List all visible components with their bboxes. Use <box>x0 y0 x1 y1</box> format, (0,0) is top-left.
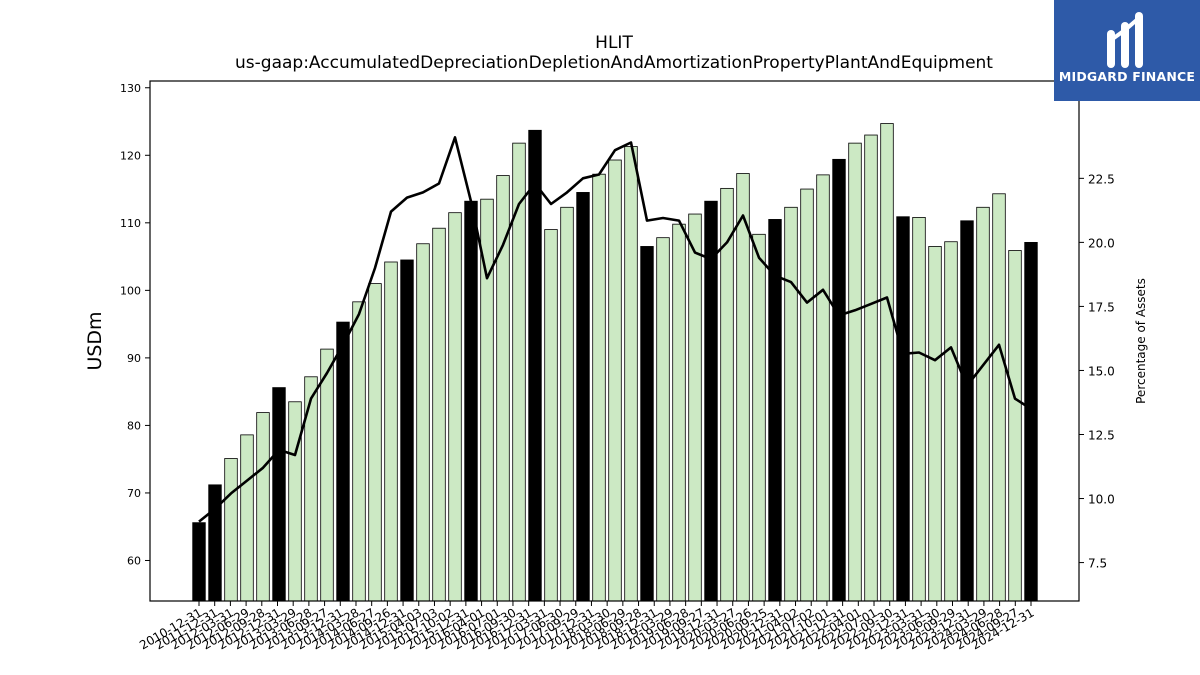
chart-subtitle: us-gaap:AccumulatedDepreciationDepletion… <box>235 53 993 73</box>
bar <box>896 216 910 602</box>
bar <box>496 175 510 602</box>
bar <box>1008 250 1022 602</box>
bar <box>784 206 798 602</box>
y2-tick-label: 15.0 <box>1088 364 1115 378</box>
y-tick-label: 80 <box>127 419 141 432</box>
bar-series <box>192 123 1038 602</box>
y2-tick-label: 17.5 <box>1088 300 1115 314</box>
y-tick-label: 110 <box>120 217 141 230</box>
bar <box>624 146 638 602</box>
bar <box>608 159 622 602</box>
bar <box>848 142 862 602</box>
y-tick-label: 90 <box>127 352 141 365</box>
bar <box>208 484 222 602</box>
y2-tick-label: 22.5 <box>1088 172 1115 186</box>
bar <box>656 237 670 602</box>
bar <box>704 200 718 602</box>
bar <box>288 401 302 602</box>
y-axis-label: USDm <box>84 311 106 370</box>
bar <box>640 246 654 602</box>
bar <box>576 192 590 602</box>
y-tick-label: 60 <box>127 554 141 567</box>
bar <box>464 200 478 602</box>
bar <box>928 246 942 602</box>
bar <box>800 188 814 602</box>
chart-title: HLIT <box>595 33 633 53</box>
y2-tick-label: 20.0 <box>1088 236 1115 250</box>
y2-tick-label: 7.5 <box>1088 557 1107 571</box>
bar <box>544 229 558 602</box>
bar <box>448 212 462 602</box>
y2-tick-label: 12.5 <box>1088 428 1115 442</box>
bar <box>832 158 846 602</box>
y-tick-label: 100 <box>120 284 141 297</box>
bar <box>432 227 446 602</box>
bar <box>880 123 894 602</box>
percentage-line <box>198 136 1032 523</box>
bar <box>752 233 766 602</box>
bar <box>400 259 414 602</box>
y-tick-label: 130 <box>120 82 141 95</box>
bar <box>528 129 542 602</box>
bar <box>560 206 574 602</box>
y2-tick-label: 10.0 <box>1088 493 1115 507</box>
bar <box>592 173 606 602</box>
bar <box>352 301 366 602</box>
y-tick-label: 70 <box>127 487 141 500</box>
bar <box>992 193 1006 602</box>
bar <box>672 223 686 602</box>
logo-mark-icon <box>1107 12 1143 68</box>
bar <box>368 283 382 602</box>
plot-frame <box>149 80 1080 602</box>
bar <box>736 173 750 602</box>
x-axis: 2010-12-312011-12-312012-03-312012-06-29… <box>137 601 1037 652</box>
bar <box>192 522 206 602</box>
left-axis: 60 70 80 90 100 110 120 130 <box>120 82 150 567</box>
right-axis: 7.5 10.0 12.5 15.0 17.5 20.0 22.5 <box>1079 172 1115 571</box>
bar <box>224 458 238 602</box>
bar <box>336 321 350 602</box>
y-tick-label: 120 <box>120 149 141 162</box>
bar <box>256 412 270 602</box>
bar <box>864 134 878 602</box>
bar <box>320 348 334 602</box>
bar <box>416 243 430 602</box>
bar <box>912 217 926 602</box>
logo-text: MIDGARD FINANCE <box>1058 69 1196 84</box>
bar <box>944 241 958 602</box>
bar <box>1024 241 1038 602</box>
bar <box>688 213 702 602</box>
bar <box>240 434 254 602</box>
bar <box>816 174 830 602</box>
bar <box>384 261 398 602</box>
midgard-finance-logo: MIDGARD FINANCE <box>1054 0 1200 101</box>
bar <box>976 206 990 602</box>
y2-axis-label: Percentage of Assets <box>1134 278 1148 404</box>
bar <box>272 387 286 602</box>
bar <box>720 187 734 602</box>
bar <box>960 220 974 602</box>
